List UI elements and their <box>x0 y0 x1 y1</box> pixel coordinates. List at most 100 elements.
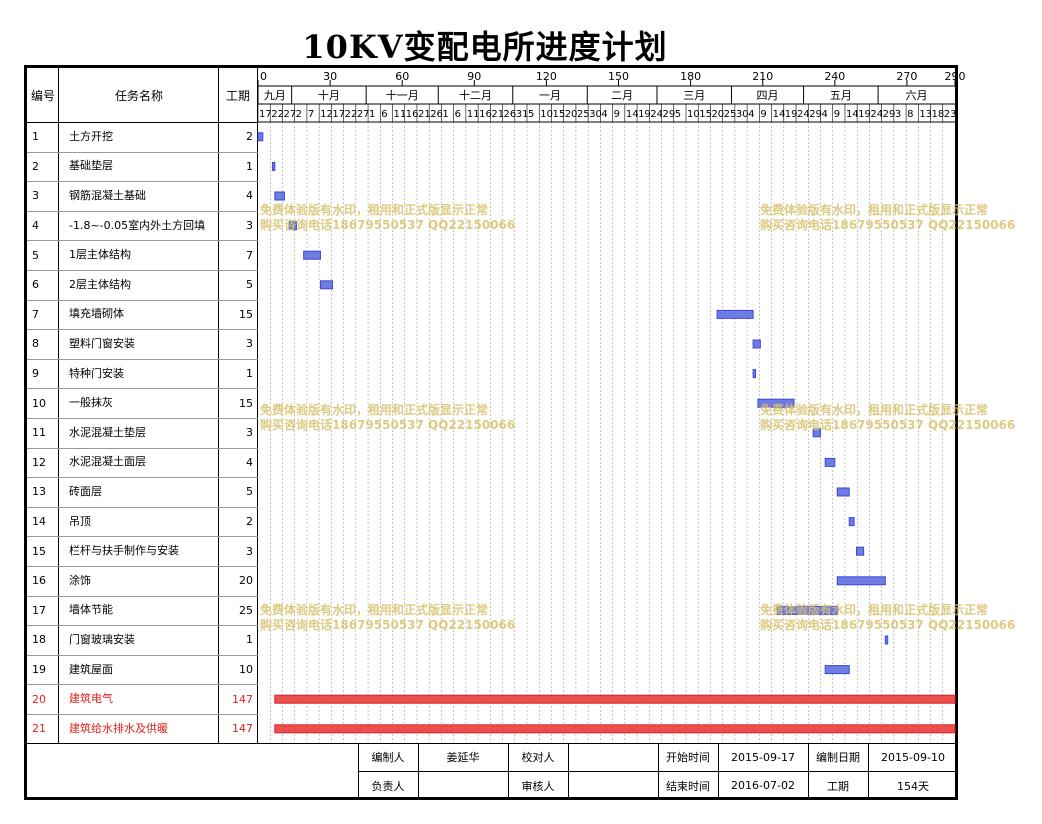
task-name: 建筑电气 <box>69 692 113 706</box>
end-value: 2016-07-02 <box>731 779 795 792</box>
day-label: 24 <box>870 109 883 120</box>
start-value: 2015-09-17 <box>731 750 795 764</box>
task-number: 13 <box>32 485 46 499</box>
date-value: 2015-09-10 <box>881 750 945 764</box>
schedule-frame <box>24 65 958 800</box>
task-bar <box>757 398 795 408</box>
date-label: 编制日期 <box>816 751 860 764</box>
task-name: 特种门安装 <box>69 366 124 380</box>
row-divider <box>27 299 258 301</box>
day-label: 27 <box>283 109 296 120</box>
scale-label: 0 <box>260 70 267 83</box>
month-label: 五月 <box>830 89 852 102</box>
day-label: 16 <box>406 109 419 120</box>
task-duration: 3 <box>246 426 253 440</box>
task-bar <box>288 221 297 231</box>
footer-divider <box>27 743 958 744</box>
task-duration: 147 <box>232 692 253 706</box>
day-label: 21 <box>491 109 504 120</box>
col-divider <box>257 68 258 743</box>
day-label: 31 <box>516 109 529 120</box>
scale-label: 270 <box>896 70 917 83</box>
task-bar <box>824 457 836 467</box>
task-duration: 2 <box>246 130 253 144</box>
task-bar <box>274 191 285 201</box>
task-name: -1.8~-0.05室内外土方回填 <box>69 218 206 232</box>
task-name: 涂饰 <box>69 573 91 587</box>
task-number: 9 <box>32 367 39 381</box>
row-divider <box>27 477 258 479</box>
day-label: 15 <box>552 109 565 120</box>
scale-label: 120 <box>536 70 557 83</box>
page-title: 10KV变配电所进度计划 <box>302 28 668 66</box>
task-number: 11 <box>32 426 46 440</box>
footer-divider <box>358 771 958 772</box>
day-label: 29 <box>809 109 822 120</box>
scale-label: 180 <box>680 70 701 83</box>
task-duration: 7 <box>246 248 253 262</box>
day-label: 19 <box>858 109 871 120</box>
day-label: 8 <box>907 109 913 120</box>
critical-bar <box>274 724 956 734</box>
scale-label: 290 <box>945 70 966 83</box>
scale-label: 60 <box>395 70 409 83</box>
task-name: 栏杆与扶手制作与安装 <box>69 544 179 558</box>
day-label: 2 <box>296 109 302 120</box>
header-num: 编号 <box>30 88 55 103</box>
task-name: 吊顶 <box>69 514 91 528</box>
day-label: 20 <box>565 109 578 120</box>
period-label: 工期 <box>827 779 849 793</box>
reviewer-label: 审核人 <box>521 779 555 793</box>
day-label: 12 <box>320 109 333 120</box>
month-label: 三月 <box>683 89 705 102</box>
task-duration: 147 <box>232 722 253 736</box>
task-bar <box>257 132 264 142</box>
header-divider <box>27 122 258 123</box>
day-label: 30 <box>736 109 749 120</box>
task-duration: 15 <box>239 307 253 321</box>
task-bar <box>716 309 754 319</box>
task-number: 6 <box>32 278 39 292</box>
day-label: 4 <box>748 109 754 120</box>
task-duration: 5 <box>246 485 253 499</box>
task-name: 墙体节能 <box>69 603 113 617</box>
checker-value <box>568 743 658 771</box>
day-label: 5 <box>675 109 681 120</box>
day-label: 24 <box>797 109 810 120</box>
day-label: 27 <box>357 109 370 120</box>
task-duration: 3 <box>246 337 253 351</box>
day-label: 1 <box>442 109 448 120</box>
scale-label: 90 <box>467 70 481 83</box>
row-divider <box>27 714 258 715</box>
task-number: 10 <box>32 396 46 410</box>
day-label: 3 <box>895 109 901 120</box>
task-bar <box>752 369 757 379</box>
task-number: 4 <box>32 219 39 233</box>
scale-label: 210 <box>752 70 773 83</box>
day-label: 11 <box>467 109 480 120</box>
task-number: 15 <box>32 544 46 558</box>
task-number: 12 <box>32 455 46 469</box>
task-duration: 25 <box>239 603 253 617</box>
reviewer-value <box>568 771 658 800</box>
task-name: 建筑屋面 <box>69 662 113 676</box>
day-label: 22 <box>345 109 358 120</box>
month-label: 二月 <box>611 89 633 102</box>
row-divider <box>27 447 258 449</box>
day-label: 26 <box>430 109 443 120</box>
task-bar <box>836 576 886 586</box>
owner-label: 负责人 <box>371 779 405 793</box>
task-number: 14 <box>32 515 46 529</box>
month-label: 一月 <box>539 89 561 102</box>
task-duration: 3 <box>246 544 253 558</box>
row-divider <box>27 595 258 597</box>
day-label: 11 <box>394 109 407 120</box>
task-duration: 15 <box>239 396 253 410</box>
task-number: 16 <box>32 574 46 588</box>
day-label: 4 <box>601 109 607 120</box>
day-label: 9 <box>760 109 766 120</box>
day-label: 14 <box>846 109 859 120</box>
day-label: 14 <box>773 109 786 120</box>
task-name: 钢筋混凝土基础 <box>69 188 146 202</box>
